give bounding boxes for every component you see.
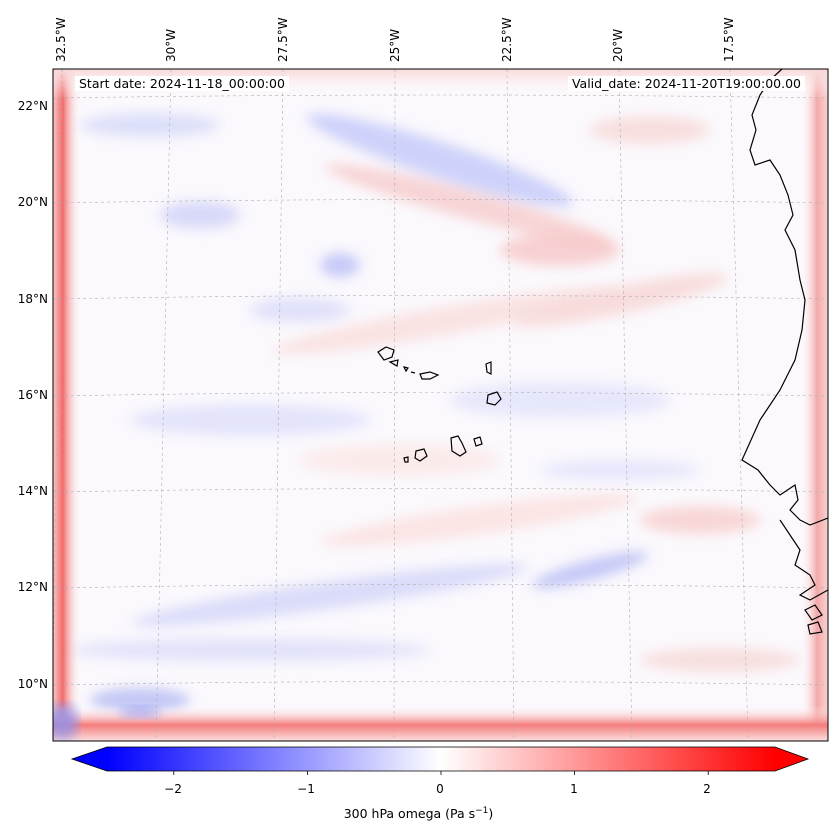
- lon-label: 17.5°W: [722, 17, 736, 62]
- colorbar: [70, 746, 810, 775]
- colorbar-title: 300 hPa omega (Pa s−1): [343, 806, 494, 822]
- lon-label: 22.5°W: [500, 17, 514, 62]
- lat-label: 22°N: [17, 99, 48, 113]
- colorbar-tick-label: −2: [164, 782, 182, 796]
- lon-label: 32.5°W: [54, 17, 68, 62]
- lat-label: 12°N: [17, 580, 48, 594]
- lat-label: 16°N: [17, 388, 48, 402]
- lon-label: 27.5°W: [276, 17, 290, 62]
- lat-label: 10°N: [17, 677, 48, 691]
- colorbar-tick-label: 1: [570, 782, 578, 796]
- lon-label: 30°W: [164, 28, 178, 62]
- colorbar-tick-marks: [173, 771, 709, 775]
- colorbar-gradient: [107, 747, 775, 771]
- coastline: [741, 69, 828, 635]
- lat-label: 14°N: [17, 484, 48, 498]
- omega-field: [53, 69, 828, 741]
- lat-label: 20°N: [17, 195, 48, 209]
- colorbar-tick-label: −1: [297, 782, 315, 796]
- lon-label: 20°W: [611, 28, 625, 62]
- valid-date-label: Valid_date: 2024-11-20T19:00:00.00: [567, 76, 805, 91]
- colorbar-tick-label: 2: [703, 782, 711, 796]
- graticule: [53, 69, 828, 741]
- map-frame: [52, 68, 829, 742]
- colorbar-outline: [70, 746, 810, 772]
- cape-verde-islands: [377, 346, 502, 463]
- start-date-label: Start date: 2024-11-18_00:00:00: [75, 76, 289, 91]
- colorbar-extend-low: [72, 747, 107, 771]
- colorbar-tick-label: 0: [436, 782, 444, 796]
- colorbar-extend-high: [775, 747, 808, 771]
- lat-label: 18°N: [17, 292, 48, 306]
- lon-label: 25°W: [388, 28, 402, 62]
